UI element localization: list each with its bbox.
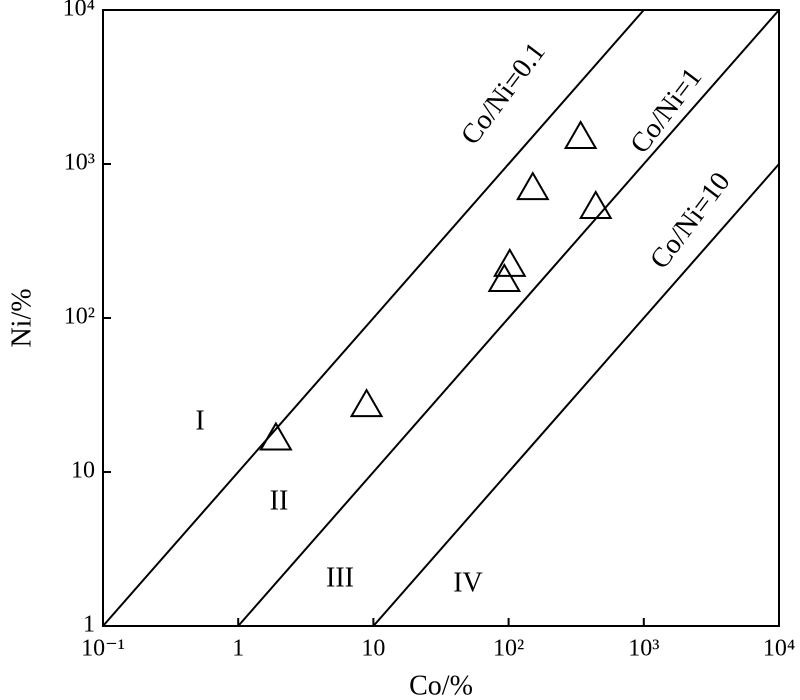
x-axis-title: Co/% [409,670,473,700]
point [516,171,550,201]
x-tick-label: 10³ [628,636,659,662]
x-tick-label: 10⁴ [763,636,795,662]
reference-line [237,9,780,627]
region-label: III [326,562,354,593]
point [578,189,613,219]
y-tick-label: 10² [64,304,95,330]
y-tick-label: 10⁴ [63,0,95,22]
y-axis-title: Ni/% [6,288,37,347]
x-tick-label: 10 [361,636,385,662]
point [349,388,384,418]
y-tick-label: 1 [83,612,95,638]
reference-line-label: Co/Ni=0.1 [455,37,552,151]
reference-line [102,9,645,627]
reference-line [372,163,780,627]
y-tick-label: 10 [71,458,95,484]
region-label: IV [453,567,483,598]
region-label: II [270,485,289,516]
x-tick-label: 10⁻¹ [81,636,125,662]
reference-line-label: Co/Ni=1 [624,62,708,159]
point [493,247,527,277]
y-tick-label: 10³ [64,150,95,176]
x-tick-label: 10² [493,636,524,662]
point [563,119,598,149]
point [259,421,293,451]
x-tick-label: 1 [232,636,244,662]
point [487,262,522,292]
region-label: I [195,405,204,436]
reference-line-label: Co/Ni=10 [644,167,736,275]
